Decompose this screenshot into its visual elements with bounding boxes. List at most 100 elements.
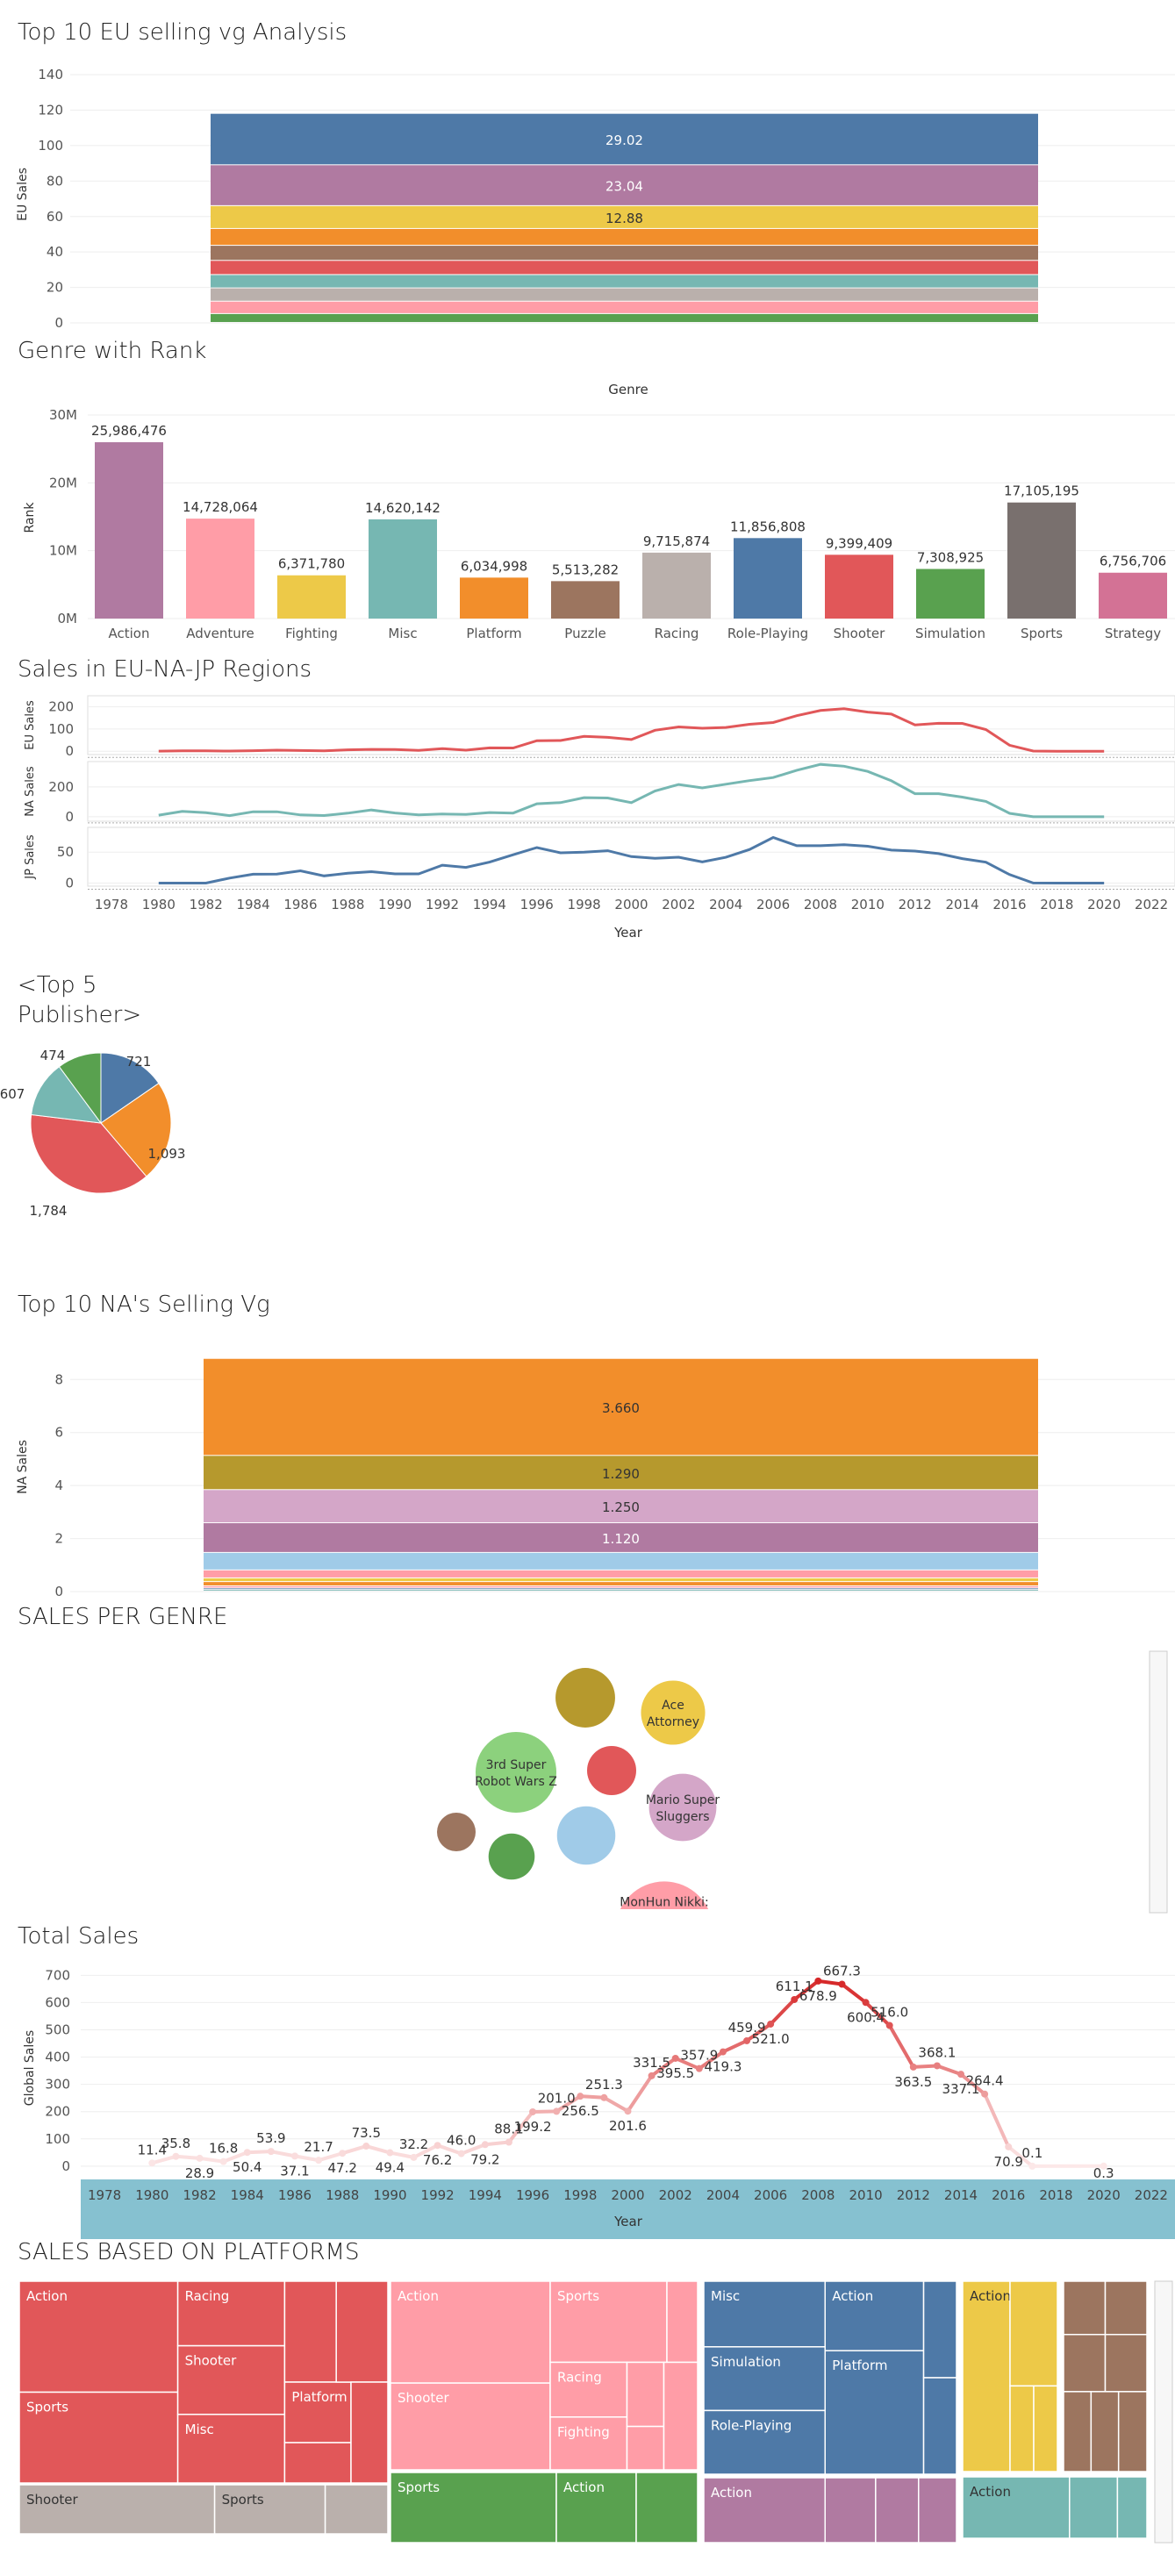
bar-segment <box>211 205 1038 228</box>
bar-segment <box>204 1358 1038 1456</box>
data-label: 47.2 <box>327 2160 356 2176</box>
pie-value-label: 474 <box>40 1048 66 1063</box>
genre-bar <box>734 538 802 619</box>
data-point <box>481 2141 489 2149</box>
treemap-cell <box>1104 2280 1148 2336</box>
treemap-cell-label: Platform <box>832 2358 887 2373</box>
x-tick-label: 2022 <box>1135 2187 1168 2203</box>
y-tick-label: 100 <box>38 138 63 154</box>
treemap-cell-label: Sports <box>398 2479 440 2495</box>
series-line-na-sales <box>158 762 1105 819</box>
data-point <box>695 2064 703 2072</box>
y-axis-label: Rank <box>23 502 37 533</box>
panel-frame <box>87 826 1175 887</box>
treemap-cell <box>324 2484 389 2535</box>
data-label: 331.5 <box>633 2055 670 2071</box>
line-segment <box>174 2154 202 2160</box>
data-point <box>838 1980 846 1988</box>
y-tick-label: 0 <box>61 2158 70 2174</box>
series-line-jp-sales <box>158 835 1105 884</box>
line-segment <box>959 2072 987 2096</box>
treemap-cell <box>335 2280 389 2383</box>
bar-value-label: 6,034,998 <box>461 558 527 574</box>
y-axis-label: NA Sales <box>24 766 37 817</box>
treemap-cell <box>283 2442 352 2484</box>
na-top10-chart: 0 2 4 6 8 NA Sales 1.120 1.250 1.290 3.660 <box>16 1358 1175 1599</box>
data-point <box>909 2063 917 2071</box>
y-tick-label: 50 <box>57 844 74 860</box>
line-segment <box>697 2050 725 2071</box>
treemap-cell <box>1009 2385 1035 2472</box>
genre-rank-chart: Genre 0M 10M 20M 30M Rank 25,986,476 Action 14,7… <box>23 382 1175 641</box>
treemap-cell <box>922 2280 957 2379</box>
data-label: 37.1 <box>280 2163 309 2179</box>
bar-value-label: 6,371,780 <box>278 556 345 572</box>
x-tick-label: 2020 <box>1087 2187 1121 2203</box>
treemap-cell-label: Shooter <box>26 2492 78 2508</box>
y-tick-label: 10M <box>49 543 77 559</box>
bar-value-label: 3.660 <box>602 1400 640 1416</box>
treemap-cell-label: Shooter <box>185 2353 237 2369</box>
data-point <box>577 2093 584 2100</box>
genre-bubble <box>620 1881 709 1909</box>
treemap-cell-label: Action <box>970 2288 1011 2304</box>
y-tick-label: 300 <box>45 2077 70 2093</box>
data-point <box>648 2072 656 2079</box>
y-tick-label: 0 <box>65 743 74 759</box>
regions-chart: 0 100 200 EU Sales 0 200 NA Sales 0 50 JP Sales 19… <box>24 695 1175 941</box>
treemap-cell <box>549 2280 668 2364</box>
x-tick-label: Simulation <box>915 626 985 641</box>
x-tick-label: Strategy <box>1105 626 1161 641</box>
line-segment <box>269 2150 297 2158</box>
data-label: 70.9 <box>994 2154 1023 2170</box>
x-tick-label: 2014 <box>944 2187 978 2203</box>
x-tick-label: 2018 <box>1039 2187 1072 2203</box>
eu-top10-title: Top 10 EU selling vg Analysis <box>18 19 347 46</box>
treemap-cell <box>962 2476 1071 2539</box>
bar-segment <box>211 313 1038 322</box>
bar-segment <box>211 113 1038 165</box>
data-label: 600.4 <box>847 2009 885 2025</box>
bubble-label: Mario Super <box>646 1793 720 1807</box>
data-label: 53.9 <box>256 2130 285 2146</box>
line-segment <box>506 2109 535 2144</box>
data-label: 251.3 <box>585 2077 623 2093</box>
x-tick-label: 1996 <box>516 2187 549 2203</box>
y-tick-label: 500 <box>45 2021 70 2037</box>
treemap-cell <box>1063 2334 1107 2393</box>
line-segment <box>720 2038 749 2054</box>
data-point <box>1028 2162 1036 2170</box>
data-point <box>957 2071 965 2079</box>
line-segment <box>673 2056 701 2071</box>
regions-title: Sales in EU-NA-JP Regions <box>18 656 312 683</box>
y-tick-label: 8 <box>54 1371 63 1387</box>
x-tick-label: 2018 <box>1040 897 1073 912</box>
x-tick-label: 2000 <box>611 2187 644 2203</box>
x-tick-label: 2002 <box>662 897 695 912</box>
eu-top10-chart: 0 20 40 60 80 100 120 140 EU Sales 12.88 23.04 29.0… <box>16 67 1175 331</box>
data-label: 88.1 <box>494 2122 523 2137</box>
treemap-cell <box>1104 2334 1148 2393</box>
bar-segment <box>204 1590 1038 1591</box>
treemap-cell-label: Action <box>563 2479 605 2495</box>
genre-bubble <box>556 1806 616 1865</box>
data-point <box>457 2150 465 2157</box>
x-tick-label: Misc <box>388 626 417 641</box>
data-label: 73.5 <box>352 2125 381 2141</box>
x-tick-label: 2004 <box>709 897 742 912</box>
x-tick-label: 2010 <box>849 2187 882 2203</box>
treemap-cell-label: Action <box>970 2484 1011 2500</box>
data-point <box>219 2157 227 2165</box>
data-label: 678.9 <box>799 1988 837 2004</box>
y-tick-label: 0 <box>65 809 74 825</box>
treemap-cell <box>626 2361 665 2428</box>
data-point <box>529 2107 537 2115</box>
y-tick-label: 600 <box>45 1994 70 2010</box>
treemap-cell <box>390 2472 557 2544</box>
data-label: 611.1 <box>776 1979 813 1994</box>
treemap-cell <box>626 2425 665 2471</box>
bubble-group: Ace Attorney 3rd Super Robot Wars Z Mario Su… <box>437 1668 720 1909</box>
genre-bar <box>642 552 711 619</box>
data-point <box>362 2143 370 2150</box>
data-label: 46.0 <box>447 2133 476 2149</box>
